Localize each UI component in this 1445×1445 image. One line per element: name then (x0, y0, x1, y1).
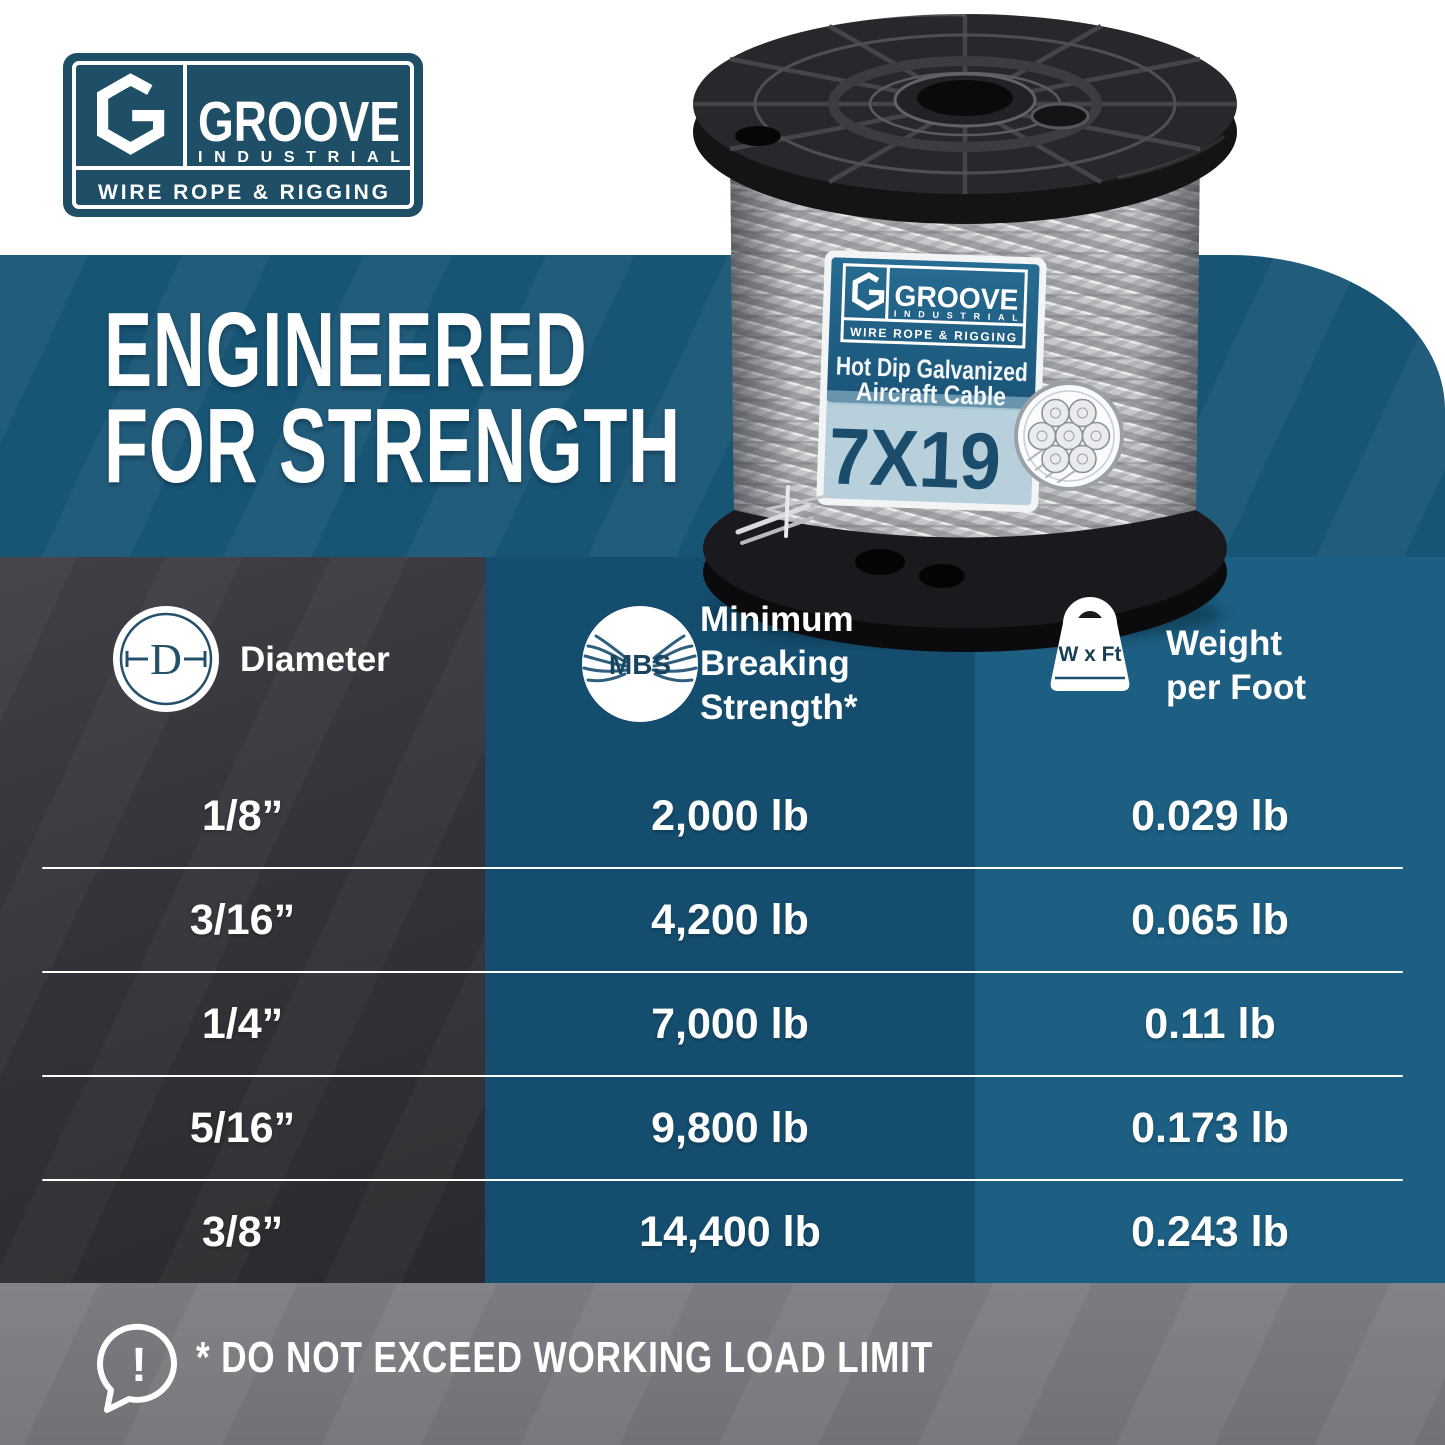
top-flange (693, 11, 1237, 224)
spool-label: GROOVE INDUSTRIAL WIRE ROPE & RIGGING Ho… (816, 250, 1047, 513)
label-construction: 7X19 (827, 411, 1002, 506)
label-product-line2: Aircraft Cable (856, 376, 1007, 411)
diameter-icon-letter: D (150, 635, 182, 684)
table-row: 5/16” 9,800 lb 0.173 lb (0, 1077, 1445, 1179)
warning-exclamation: ! (131, 1339, 147, 1392)
diameter-value: 1/8” (201, 791, 284, 840)
column-bg-strength (485, 557, 975, 1283)
row-divider (42, 1075, 1403, 1077)
table-row: 1/4” 7,000 lb 0.11 lb (0, 973, 1445, 1075)
column-header-diameter: Diameter (240, 640, 390, 679)
loose-wires (735, 485, 828, 545)
brand-logo: GROOVE INDUSTRIAL WIRE ROPE & RIGGING (63, 53, 423, 217)
cable-cross-section-icon (1014, 381, 1124, 491)
weight-icon-text: W x Ft (1059, 643, 1122, 666)
column-bg-diameter (0, 557, 485, 1283)
strength-value: 9,800 lb (651, 1103, 809, 1152)
weight-value: 0.11 lb (1144, 999, 1276, 1048)
diameter-icon: D (113, 606, 219, 712)
weight-value: 0.173 lb (1131, 1103, 1289, 1152)
weight-value: 0.243 lb (1131, 1207, 1289, 1256)
cable-spool-photo: GROOVE INDUSTRIAL WIRE ROPE & RIGGING Ho… (693, 11, 1237, 652)
footer: ! * DO NOT EXCEED WORKING LOAD LIMIT (0, 1283, 1445, 1445)
diameter-value: 3/16” (189, 895, 296, 944)
spec-rows: 1/8” 2,000 lb 0.029 lb 3/16” 4,200 lb 0.… (0, 765, 1445, 1283)
table-row: 3/16” 4,200 lb 0.065 lb (0, 869, 1445, 971)
weight-icon: W x Ft (1050, 597, 1130, 691)
column-header-strength: Minimum Breaking Strength* (700, 600, 858, 727)
spec-table: 1/8” 2,000 lb 0.029 lb 3/16” 4,200 lb 0.… (0, 557, 1445, 1283)
warning-bubble-icon: ! (97, 1323, 178, 1413)
strength-value: 4,200 lb (651, 895, 809, 944)
row-divider (42, 971, 1403, 973)
hero-band (0, 255, 1445, 557)
label-wordmark: GROOVE (894, 280, 1019, 316)
diameter-value: 5/16” (189, 1103, 296, 1152)
headline-line1: ENGINEERED (104, 291, 588, 409)
logo-box (63, 53, 423, 217)
column-header-weight: Weight per Foot (1166, 624, 1306, 707)
strength-value: 14,400 lb (639, 1207, 821, 1256)
weight-value: 0.029 lb (1131, 791, 1289, 840)
headline: ENGINEERED FOR STRENGTH (104, 291, 681, 505)
label-product-line1: Hot Dip Galvanized (835, 350, 1028, 387)
diameter-value: 3/8” (201, 1207, 284, 1256)
disclaimer-text: * DO NOT EXCEED WORKING LOAD LIMIT (196, 1333, 934, 1382)
mbs-icon-text: MBS (609, 649, 671, 680)
row-divider (42, 867, 1403, 869)
weight-value: 0.065 lb (1131, 895, 1289, 944)
headline-line2: FOR STRENGTH (104, 387, 681, 505)
table-row: 3/8” 14,400 lb 0.243 lb (0, 1181, 1445, 1283)
mbs-icon: MBS (582, 606, 698, 722)
strength-value: 7,000 lb (651, 999, 809, 1048)
row-divider (42, 1179, 1403, 1181)
strength-value: 2,000 lb (651, 791, 809, 840)
table-row: 1/8” 2,000 lb 0.029 lb (0, 765, 1445, 867)
logo-wordmark: GROOVE (198, 90, 400, 154)
diameter-value: 1/4” (201, 999, 284, 1048)
